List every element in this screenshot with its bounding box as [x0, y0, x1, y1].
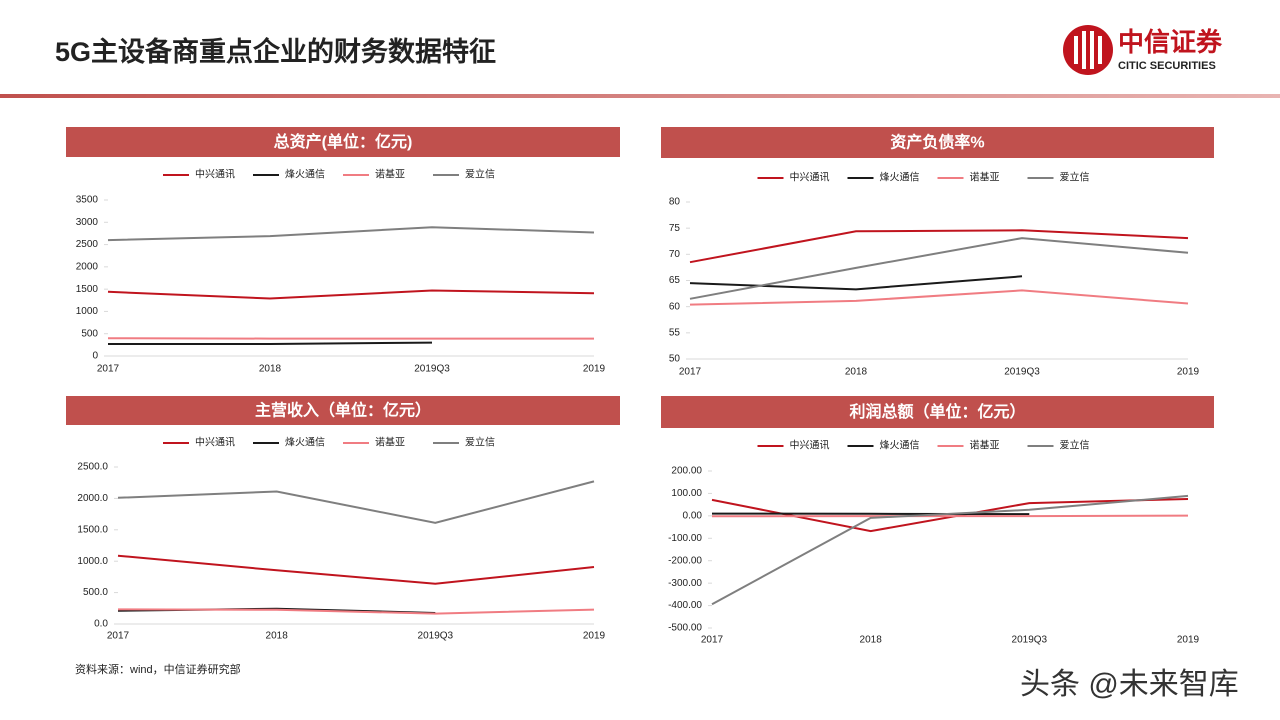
legend-label: 烽火通信	[285, 436, 325, 449]
x-tick-label: 2018	[259, 364, 282, 375]
x-tick-label: 2017	[701, 635, 724, 646]
panel-title: 总资产(单位：亿元)	[274, 132, 413, 151]
y-tick-label: 80	[669, 197, 681, 208]
panel-title: 资产负债率%	[890, 133, 984, 152]
legend-label: 爱立信	[465, 436, 495, 449]
y-tick-label: 2500.0	[77, 462, 108, 473]
series-line	[689, 237, 1189, 300]
x-tick-label: 2019	[583, 364, 606, 375]
legend-label: 烽火通信	[880, 171, 920, 184]
x-tick-label: 2019	[583, 631, 606, 642]
logo-icon	[1063, 25, 1113, 75]
series-line	[711, 494, 1189, 606]
y-tick-label: 1000	[76, 306, 99, 317]
y-tick-label: 0.00	[683, 510, 703, 521]
legend-label: 爱立信	[1060, 439, 1090, 452]
y-tick-label: 200.00	[671, 466, 702, 477]
legend-label: 中兴通讯	[790, 439, 830, 452]
legend-label: 诺基亚	[970, 171, 1000, 184]
header-rule	[0, 94, 1280, 98]
panel-title: 主营收入（单位：亿元）	[255, 401, 431, 420]
y-tick-label: 500	[81, 328, 98, 339]
panel-header	[661, 127, 1214, 158]
y-tick-label: -100.00	[668, 533, 702, 544]
y-tick-label: 0.0	[94, 619, 108, 630]
series-line	[107, 226, 595, 242]
series-line	[711, 512, 1030, 516]
slide-title: 5G主设备商重点企业的财务数据特征	[55, 36, 496, 67]
legend-label: 爱立信	[1060, 171, 1090, 184]
y-tick-label: 65	[669, 275, 681, 286]
logo-english: CITIC SECURITIES	[1118, 60, 1216, 72]
panel-header	[661, 396, 1214, 428]
y-tick-label: 60	[669, 301, 681, 312]
x-tick-label: 2019Q3	[1012, 635, 1048, 646]
x-tick-label: 2019	[1177, 635, 1200, 646]
x-tick-label: 2019Q3	[1004, 367, 1040, 378]
legend-label: 中兴通讯	[790, 171, 830, 184]
y-tick-label: 1500	[76, 284, 99, 295]
x-tick-label: 2017	[107, 631, 130, 642]
x-tick-label: 2017	[679, 367, 702, 378]
legend-label: 中兴通讯	[195, 168, 235, 181]
y-tick-label: 500.0	[83, 587, 108, 598]
source-note: 资料来源：wind，中信证券研究部	[75, 662, 241, 676]
legend-label: 诺基亚	[375, 168, 405, 181]
y-tick-label: -500.00	[668, 623, 702, 634]
panel-header	[66, 396, 620, 425]
series-line	[689, 289, 1189, 306]
x-tick-label: 2017	[97, 364, 120, 375]
y-tick-label: -400.00	[668, 600, 702, 611]
y-tick-label: 70	[669, 249, 681, 260]
series-line	[117, 480, 595, 524]
x-tick-label: 2019	[1177, 367, 1200, 378]
series-line	[689, 275, 1023, 291]
y-tick-label: 50	[669, 354, 681, 365]
y-tick-label: -300.00	[668, 578, 702, 589]
x-tick-label: 2018	[266, 631, 289, 642]
series-line	[117, 554, 595, 585]
y-tick-label: 1500.0	[77, 524, 108, 535]
y-tick-label: 55	[669, 327, 681, 338]
panel-title: 利润总额（单位：亿元）	[849, 402, 1025, 421]
series-line	[689, 229, 1189, 264]
y-tick-label: 2000	[76, 261, 99, 272]
legend-label: 诺基亚	[375, 436, 405, 449]
series-line	[117, 608, 595, 615]
x-tick-label: 2019Q3	[418, 631, 454, 642]
panel-header	[66, 127, 620, 157]
legend-label: 诺基亚	[970, 439, 1000, 452]
y-tick-label: 3000	[76, 217, 99, 228]
legend-label: 烽火通信	[285, 168, 325, 181]
y-tick-label: 3500	[76, 195, 99, 206]
y-tick-label: 0	[92, 351, 98, 362]
series-line	[108, 341, 433, 345]
legend-label: 烽火通信	[880, 439, 920, 452]
series-line	[107, 289, 595, 300]
y-tick-label: 1000.0	[77, 556, 108, 567]
y-tick-label: 2500	[76, 239, 99, 250]
x-tick-label: 2018	[845, 367, 868, 378]
y-tick-label: -200.00	[668, 555, 702, 566]
series-line	[711, 514, 1189, 518]
legend-label: 中兴通讯	[195, 436, 235, 449]
watermark: 头条 @未来智库	[1020, 668, 1239, 701]
legend-label: 爱立信	[465, 168, 495, 181]
y-tick-label: 75	[669, 223, 681, 234]
y-tick-label: 100.00	[671, 488, 702, 499]
x-tick-label: 2019Q3	[414, 364, 450, 375]
x-tick-label: 2018	[860, 635, 883, 646]
logo-name: 中信证券	[1118, 27, 1223, 57]
y-tick-label: 2000.0	[77, 493, 108, 504]
